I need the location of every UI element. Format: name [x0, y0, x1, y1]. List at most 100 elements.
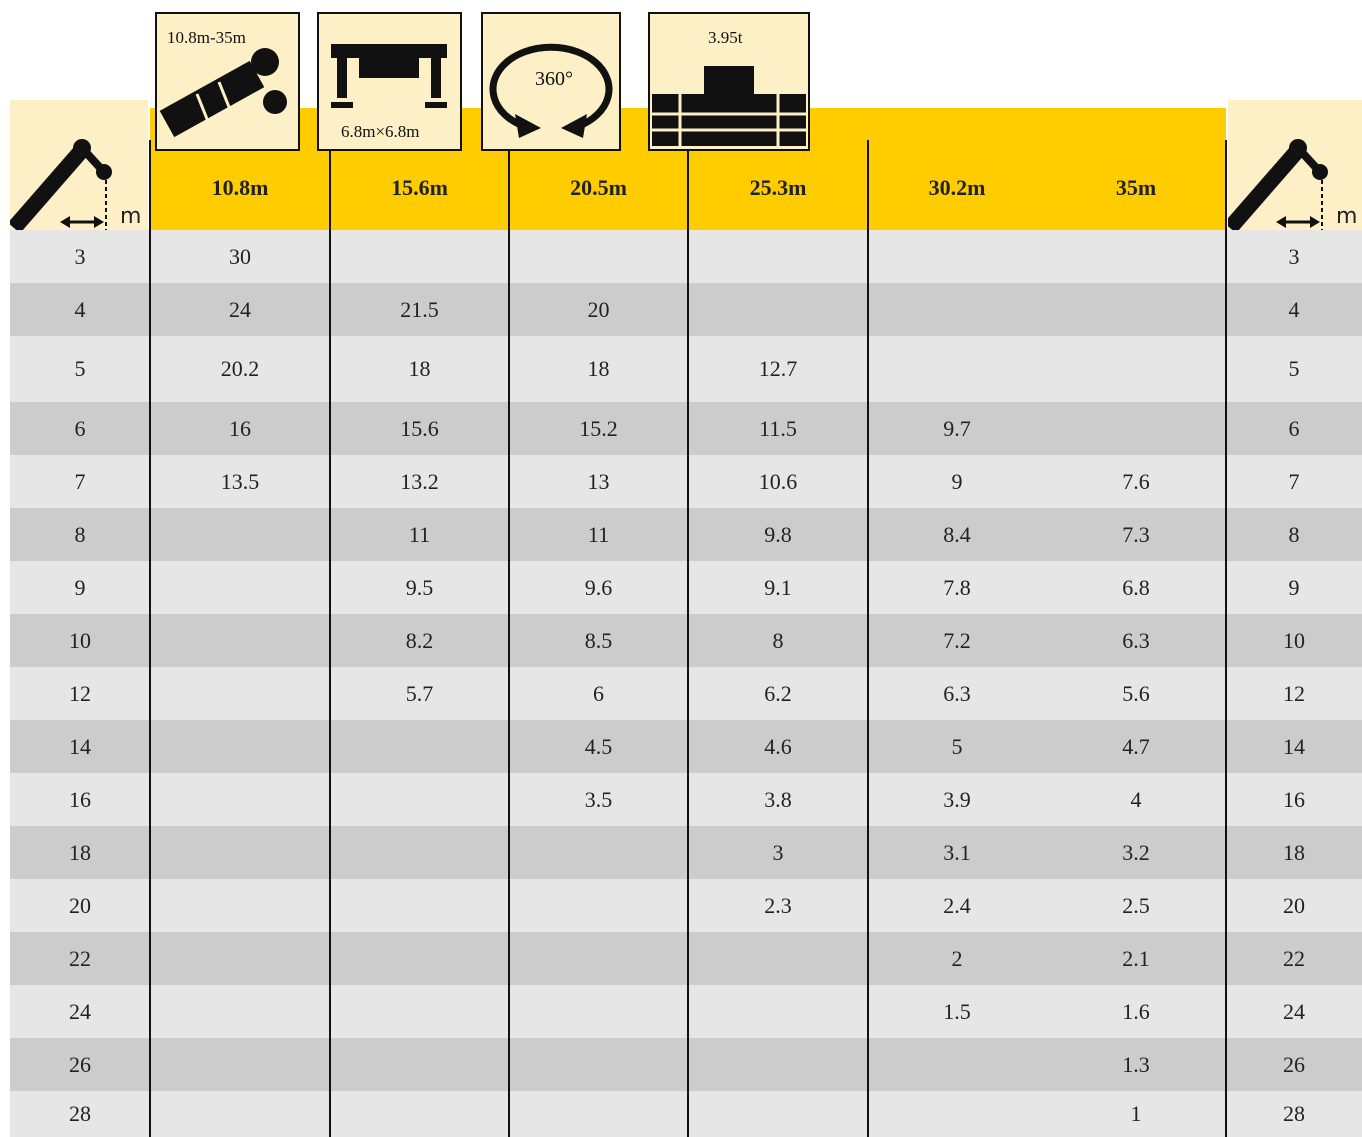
load-cell: 6: [509, 667, 688, 720]
column-divider: [867, 140, 869, 1137]
load-cell: 4.6: [688, 720, 868, 773]
radius-cell: 24: [1226, 985, 1362, 1038]
right-header-cell: m: [1228, 100, 1362, 230]
radius-cell: 12: [1226, 667, 1362, 720]
radius-cell: 9: [1226, 561, 1362, 614]
load-cell: 7.8: [868, 561, 1046, 614]
load-cell: 10.6: [688, 455, 868, 508]
load-cell: 20: [509, 283, 688, 336]
column-header: 35m: [1046, 150, 1226, 225]
radius-cell: 16: [10, 773, 150, 826]
left-header-cell: m: [10, 100, 148, 230]
load-cell: 6.8: [1046, 561, 1226, 614]
load-cell: 9.6: [509, 561, 688, 614]
column-header: 15.6m: [330, 150, 509, 225]
load-cell: 15.2: [509, 402, 688, 455]
load-cell: 11: [330, 508, 509, 561]
load-cell: 13: [509, 455, 688, 508]
column-divider: [149, 140, 151, 1137]
radius-cell: 8: [10, 508, 150, 561]
radius-cell: 3: [10, 230, 150, 283]
page: m m 3330442421.5205520.2181812.7661615.6…: [0, 0, 1362, 1137]
load-cell: 20.2: [150, 336, 330, 402]
load-cell: 16: [150, 402, 330, 455]
radius-cell: 12: [10, 667, 150, 720]
load-cell: 1.6: [1046, 985, 1226, 1038]
radius-cell: 9: [10, 561, 150, 614]
load-cell: 6.2: [688, 667, 868, 720]
load-cell: 2.4: [868, 879, 1046, 932]
load-cell: 30: [150, 230, 330, 283]
load-cell: 11.5: [688, 402, 868, 455]
radius-cell: 26: [10, 1038, 150, 1091]
radius-cell: 16: [1226, 773, 1362, 826]
radius-cell: 14: [10, 720, 150, 773]
column-header: 30.2m: [868, 150, 1046, 225]
column-divider: [329, 140, 331, 1137]
load-cell: 15.6: [330, 402, 509, 455]
load-cell: 18: [509, 336, 688, 402]
unit-label: m: [120, 204, 141, 229]
radius-cell: 10: [1226, 614, 1362, 667]
load-cell: 2: [868, 932, 1046, 985]
load-cell: 6.3: [868, 667, 1046, 720]
load-cell: 5.6: [1046, 667, 1226, 720]
load-cell: 3.1: [868, 826, 1046, 879]
load-cell: 9: [868, 455, 1046, 508]
column-header: 25.3m: [688, 150, 868, 225]
counterweight-icon: 3.95t: [648, 12, 810, 151]
radius-cell: 18: [10, 826, 150, 879]
load-cell: 7.3: [1046, 508, 1226, 561]
load-cell: 8.4: [868, 508, 1046, 561]
load-cell: 3.8: [688, 773, 868, 826]
load-cell: 9.8: [688, 508, 868, 561]
radius-cell: 4: [10, 283, 150, 336]
load-cell: 5.7: [330, 667, 509, 720]
radius-cell: 3: [1226, 230, 1362, 283]
load-cell: 13.5: [150, 455, 330, 508]
load-cell: 4.7: [1046, 720, 1226, 773]
load-cell: 4: [1046, 773, 1226, 826]
load-cell: 2.1: [1046, 932, 1226, 985]
load-cell: 9.1: [688, 561, 868, 614]
column-header: 10.8m: [150, 150, 330, 225]
radius-cell: 4: [1226, 283, 1362, 336]
load-cell: 6.3: [1046, 614, 1226, 667]
radius-cell: 20: [1226, 879, 1362, 932]
load-cell: 21.5: [330, 283, 509, 336]
icon-label: 6.8m×6.8m: [341, 122, 420, 142]
radius-cell: 8: [1226, 508, 1362, 561]
radius-cell: 22: [10, 932, 150, 985]
column-divider: [687, 140, 689, 1137]
column-header: 20.5m: [509, 150, 688, 225]
radius-cell: 6: [1226, 402, 1362, 455]
load-cell: 13.2: [330, 455, 509, 508]
radius-cell: 6: [10, 402, 150, 455]
load-cell: 3.5: [509, 773, 688, 826]
load-cell: 1.3: [1046, 1038, 1226, 1091]
radius-cell: 18: [1226, 826, 1362, 879]
load-cell: 7.2: [868, 614, 1046, 667]
radius-cell: 5: [1226, 336, 1362, 402]
load-cell: 9.5: [330, 561, 509, 614]
boom-range-icon: 10.8m-35m: [155, 12, 300, 151]
radius-cell: 7: [1226, 455, 1362, 508]
load-cell: 4.5: [509, 720, 688, 773]
radius-cell: 7: [10, 455, 150, 508]
radius-cell: 28: [1226, 1091, 1362, 1137]
load-cell: 3.2: [1046, 826, 1226, 879]
radius-cell: 24: [10, 985, 150, 1038]
icon-label: 3.95t: [708, 28, 742, 48]
load-cell: 5: [868, 720, 1046, 773]
load-cell: 11: [509, 508, 688, 561]
radius-cell: 5: [10, 336, 150, 402]
column-divider: [508, 140, 510, 1137]
load-cell: 3: [688, 826, 868, 879]
load-cell: 8.5: [509, 614, 688, 667]
load-cell: 1: [1046, 1091, 1226, 1137]
slew-icon: 360°: [481, 12, 621, 151]
radius-cell: 14: [1226, 720, 1362, 773]
radius-cell: 22: [1226, 932, 1362, 985]
radius-cell: 28: [10, 1091, 150, 1137]
load-cell: 2.5: [1046, 879, 1226, 932]
